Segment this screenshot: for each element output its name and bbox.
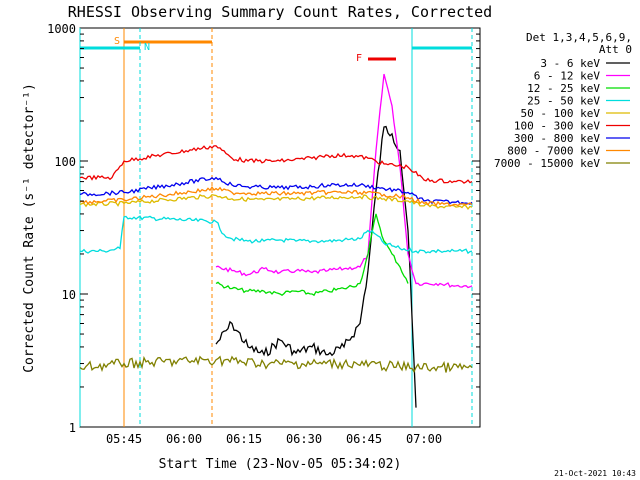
series-line-4 — [79, 215, 473, 255]
x-tick-label: 06:15 — [226, 432, 262, 446]
flare-label: F — [356, 53, 362, 64]
x-tick-label: 06:00 — [166, 432, 202, 446]
saa-label: S — [114, 36, 120, 47]
footer-timestamp: 21-Oct-2021 10:43 — [554, 469, 636, 478]
legend-label: 7000 - 15000 keV — [494, 157, 600, 170]
series-line-1 — [215, 125, 417, 408]
series-line-3 — [215, 213, 409, 297]
y-tick-label: 1 — [69, 421, 76, 435]
legend-label: 25 - 50 keV — [527, 95, 600, 108]
y-tick-label: 10 — [62, 288, 76, 302]
series-lines — [79, 73, 473, 408]
series-line-8 — [79, 186, 473, 207]
legend-label: 3 - 6 keV — [540, 57, 600, 70]
series-line-6 — [79, 145, 473, 184]
x-tick-label: 06:30 — [286, 432, 322, 446]
legend-label: 50 - 100 keV — [521, 107, 601, 120]
y-axis-ticks: 1 10 100 1000 — [47, 22, 480, 435]
x-tick-label: 07:00 — [406, 432, 442, 446]
y-axis-label: Corrected Count Rate (s⁻¹ detector⁻¹) — [22, 83, 37, 373]
x-axis-ticks: 05:45 06:00 06:15 06:30 06:45 07:00 — [106, 432, 442, 446]
x-tick-label: 06:45 — [346, 432, 382, 446]
series-line-9 — [79, 355, 473, 373]
legend-label: 6 - 12 keV — [534, 70, 601, 83]
series-line-7 — [79, 176, 473, 205]
legend-label: 100 - 300 keV — [514, 120, 600, 133]
y-tick-label: 100 — [54, 155, 76, 169]
plot-area: S N F 1 10 100 1000 05:45 06:00 06:15 06:30 06:45… — [47, 22, 481, 446]
legend-label: 300 - 800 keV — [514, 132, 600, 145]
night-label: N — [144, 42, 150, 53]
y-tick-label: 1000 — [47, 22, 76, 36]
legend-label: 12 - 25 keV — [527, 82, 600, 95]
x-tick-label: 05:45 — [106, 432, 142, 446]
legend-header-line1: Det 1,3,4,5,6,9, — [526, 31, 632, 44]
legend-header-line2: Att 0 — [599, 43, 632, 56]
chart-title: RHESSI Observing Summary Count Rates, Co… — [68, 3, 492, 21]
annotations: S N F — [79, 28, 473, 427]
legend-label: 800 - 7000 keV — [507, 145, 600, 158]
series-line-2 — [215, 73, 473, 289]
series-line-5 — [79, 193, 473, 210]
x-axis-label: Start Time (23-Nov-05 05:34:02) — [159, 457, 402, 472]
